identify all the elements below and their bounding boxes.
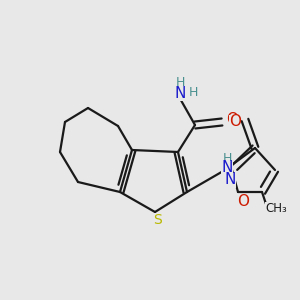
- Text: O: O: [229, 115, 241, 130]
- Text: N: N: [174, 85, 186, 100]
- Text: CH₃: CH₃: [265, 202, 287, 214]
- Text: O: O: [237, 194, 249, 209]
- Text: N: N: [224, 172, 236, 188]
- Text: O: O: [226, 112, 238, 128]
- Text: H: H: [175, 76, 185, 89]
- Text: S: S: [153, 213, 161, 227]
- Text: H: H: [188, 86, 198, 100]
- Text: H: H: [222, 152, 232, 164]
- Text: N: N: [221, 160, 233, 175]
